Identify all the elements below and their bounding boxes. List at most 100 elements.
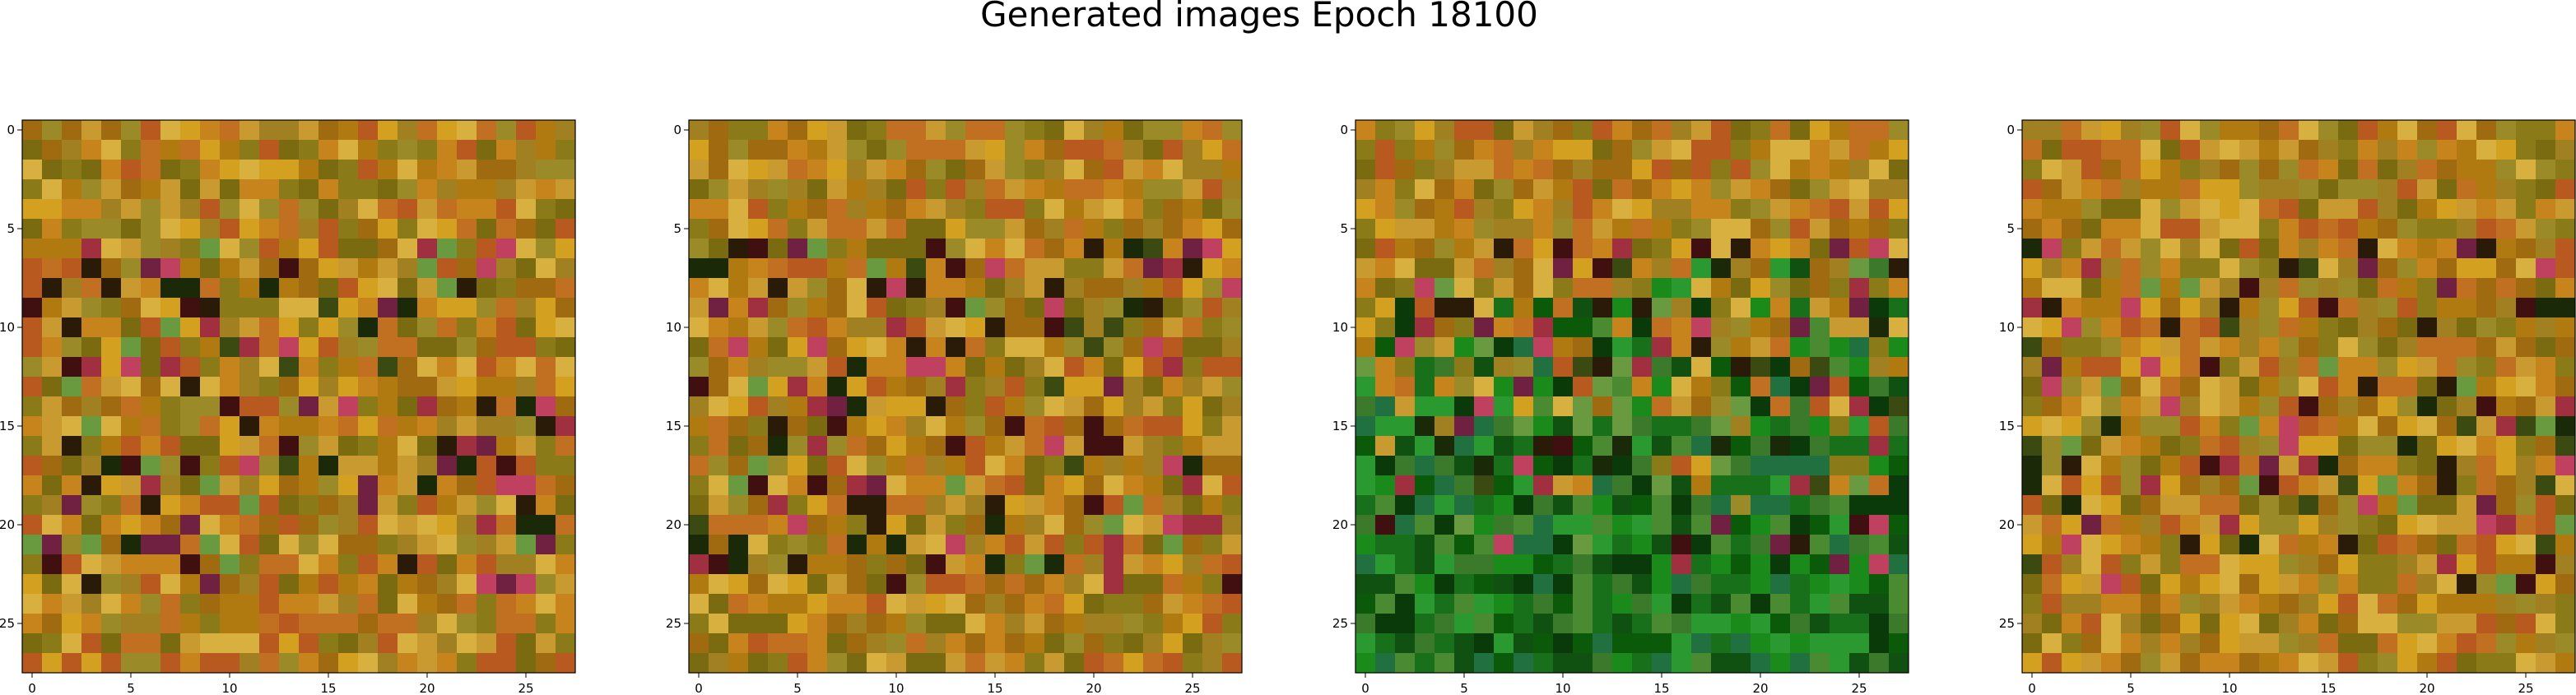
pixel: [2259, 614, 2280, 634]
pixel: [946, 140, 966, 160]
pixel: [2239, 653, 2260, 674]
pixel: [1395, 199, 1416, 220]
pixel: [2279, 298, 2299, 318]
pixel: [807, 219, 828, 239]
pixel: [2141, 357, 2161, 378]
pixel: [1889, 377, 1909, 397]
pixel: [1454, 317, 1475, 338]
pixel: [1005, 120, 1025, 141]
pixel: [689, 337, 709, 358]
pixel: [1691, 377, 1712, 397]
pixel: [1514, 554, 1534, 575]
pixel: [1084, 416, 1104, 437]
pixel: [42, 258, 63, 279]
pixel: [985, 633, 1006, 654]
y-tick-label: 0: [7, 123, 15, 137]
pixel: [1612, 456, 1633, 476]
y-tick-label: 10: [0, 320, 15, 335]
pixel: [1143, 337, 1164, 358]
pixel: [2536, 278, 2556, 299]
pixel: [1790, 396, 1811, 417]
pixel: [2318, 120, 2339, 141]
pixel: [417, 239, 438, 259]
pixel: [1355, 377, 1376, 397]
pixel: [2259, 495, 2280, 516]
pixel: [2042, 160, 2062, 180]
pixel: [141, 239, 161, 259]
pixel: [827, 594, 848, 614]
pixel: [2496, 278, 2517, 299]
pixel: [2338, 298, 2359, 318]
pixel: [141, 614, 161, 634]
pixel: [2259, 278, 2280, 299]
pixel: [2318, 495, 2339, 516]
pixel: [1553, 456, 1574, 476]
pixel: [101, 456, 122, 476]
pixel: [1672, 436, 1692, 456]
pixel: [1494, 219, 1514, 239]
pixel: [1143, 554, 1164, 575]
pixel: [2042, 199, 2062, 220]
pixel: [1454, 179, 1475, 200]
pixel: [2160, 357, 2181, 378]
pixel: [926, 535, 946, 555]
pixel: [2180, 199, 2201, 220]
pixel: [358, 199, 379, 220]
pixel: [1474, 436, 1495, 456]
pixel: [1064, 614, 1085, 634]
pixel: [121, 357, 142, 378]
pixel: [1084, 120, 1104, 141]
pixel: [1770, 239, 1791, 259]
pixel: [2062, 298, 2082, 318]
pixel: [279, 495, 300, 516]
pixel: [709, 633, 729, 654]
pixel: [1830, 179, 1850, 200]
pixel: [985, 554, 1006, 575]
pixel: [378, 199, 398, 220]
pixel: [299, 278, 319, 299]
pixel: [2437, 140, 2457, 160]
pixel: [2397, 574, 2418, 595]
pixel: [417, 298, 438, 318]
pixel: [81, 239, 102, 259]
pixel: [2457, 278, 2477, 299]
pixel: [2220, 219, 2240, 239]
y-tick-label: 15: [666, 419, 681, 433]
pixel: [1691, 653, 1712, 674]
pixel: [906, 337, 927, 358]
pixel: [1790, 475, 1811, 496]
pixel: [1652, 179, 1672, 200]
pixel: [180, 377, 201, 397]
pixel: [1454, 515, 1475, 535]
pixel: [437, 614, 458, 634]
pixel: [121, 337, 142, 358]
pixel: [1434, 574, 1455, 595]
pixel: [319, 574, 339, 595]
pixel: [1573, 298, 1593, 318]
pixel: [1104, 258, 1124, 279]
pixel: [985, 396, 1006, 417]
pixel: [2062, 416, 2082, 437]
pixel: [1731, 653, 1751, 674]
pixel: [101, 475, 122, 496]
pixel: [121, 278, 142, 299]
pixel: [141, 475, 161, 496]
pixel: [1355, 199, 1376, 220]
pixel: [220, 278, 240, 299]
pixel: [2299, 554, 2319, 575]
pixel: [1084, 179, 1104, 200]
pixel: [1593, 594, 1613, 614]
pixel: [1593, 377, 1613, 397]
pixel: [319, 535, 339, 555]
pixel: [101, 140, 122, 160]
pixel: [536, 574, 556, 595]
pixel: [496, 416, 517, 437]
pixel: [2417, 515, 2438, 535]
pixel: [1454, 120, 1475, 141]
pixel: [2338, 475, 2359, 496]
pixel: [709, 574, 729, 595]
pixel: [319, 278, 339, 299]
pixel: [378, 456, 398, 476]
pixel: [1731, 495, 1751, 516]
